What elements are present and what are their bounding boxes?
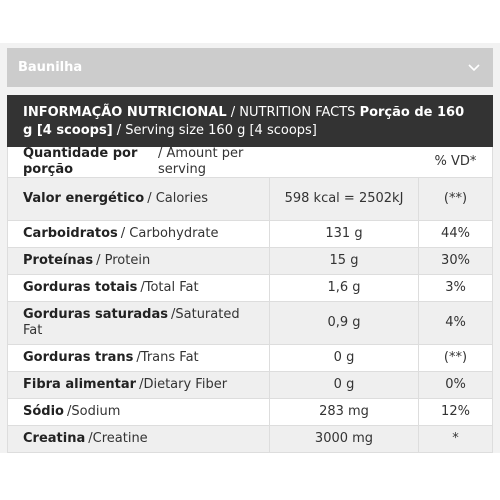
nutrient-daily-value: 3%	[445, 280, 466, 295]
nutrient-amount: 283 mg	[270, 399, 419, 425]
nutrient-amount: 15 g	[270, 248, 419, 274]
nutrient-name-regular: /Creatine	[88, 431, 148, 446]
nutrient-daily-value: *	[452, 431, 459, 446]
nutrient-daily-value: 0%	[445, 377, 466, 392]
column-amount	[270, 147, 419, 177]
nutrient-label: Proteínas / Protein	[8, 248, 270, 274]
column-label: Quantidade por porção / Amount per servi…	[8, 146, 270, 177]
table-title-regular: / NUTRITION FACTS	[226, 105, 360, 120]
nutrient-daily-value: 12%	[441, 404, 470, 419]
nutrient-name-regular: /Dietary Fiber	[139, 377, 228, 392]
nutrient-label: Sódio/Sodium	[8, 399, 270, 425]
nutrient-daily-value: 44%	[441, 226, 470, 241]
nutrient-amount: 3000 mg	[270, 426, 419, 452]
nutrient-amount: 0 g	[270, 345, 419, 371]
table-row: Valor energético / Calories 598 kcal = 250…	[8, 178, 492, 221]
column-label-bold: Quantidade por porção	[23, 146, 138, 177]
nutrient-daily-value: (**)	[443, 350, 468, 365]
nutrient-name-bold: Gorduras trans	[23, 350, 134, 365]
nutrient-amount: 598 kcal = 2502kJ	[270, 178, 419, 220]
column-dv: % VD*	[434, 154, 477, 169]
nutrient-name-regular: /Saturated Fat	[23, 307, 240, 338]
flavor-accordion-header[interactable]: Baunilha	[7, 48, 493, 87]
chevron-down-icon[interactable]	[466, 60, 482, 76]
nutrient-label: Creatina/Creatine	[8, 426, 270, 452]
nutrient-name-bold: Creatina	[23, 431, 86, 446]
nutrition-table-header: INFORMAÇÃO NUTRICIONAL / NUTRITION FACTS…	[7, 95, 493, 147]
nutrient-amount: 0 g	[270, 372, 419, 398]
nutrient-name-regular: / Protein	[96, 253, 151, 268]
column-label-regular: / Amount per serving	[158, 146, 244, 177]
nutrition-panel: INFORMAÇÃO NUTRICIONAL / NUTRITION FACTS…	[7, 95, 493, 453]
nutrient-name-bold: Carboidratos	[23, 226, 118, 241]
flavor-title: Baunilha	[18, 60, 83, 75]
table-row: Fibra alimentar/Dietary Fiber 0 g 0%	[8, 372, 492, 399]
nutrient-label: Fibra alimentar/Dietary Fiber	[8, 372, 270, 398]
nutrient-name-bold: Valor energético	[23, 191, 145, 206]
nutrient-name-regular: /Total Fat	[140, 280, 199, 295]
nutrient-label: Valor energético / Calories	[8, 178, 270, 220]
table-row: Gorduras saturadas/Saturated Fat 0,9 g 4%	[8, 302, 492, 345]
nutrient-name-bold: Proteínas	[23, 253, 94, 268]
nutrient-label: Gorduras trans/Trans Fat	[8, 345, 270, 371]
nutrient-name-regular: / Calories	[147, 191, 209, 206]
portion-regular: / Serving size 160 g [4 scoops]	[112, 123, 317, 138]
nutrient-name-regular: /Trans Fat	[136, 350, 199, 365]
nutrient-name-bold: Gorduras saturadas	[23, 307, 168, 322]
nutrient-name-bold: Gorduras totais	[23, 280, 138, 295]
portion-bold: Porção de 160 g [4 scoops]	[23, 105, 465, 138]
table-row: Sódio/Sodium 283 mg 12%	[8, 399, 492, 426]
nutrient-label: Carboidratos / Carbohydrate	[8, 221, 270, 247]
table-row: Proteínas / Protein 15 g 30%	[8, 248, 492, 275]
table-row: Gorduras trans/Trans Fat 0 g (**)	[8, 345, 492, 372]
nutrient-daily-value: (**)	[443, 191, 468, 206]
nutrient-name-regular: / Carbohydrate	[120, 226, 219, 241]
column-header-row: Quantidade por porção / Amount per servi…	[8, 146, 492, 178]
table-row: Creatina/Creatine 3000 mg *	[8, 426, 492, 453]
nutrient-label: Gorduras saturadas/Saturated Fat	[8, 302, 270, 344]
table-row: Carboidratos / Carbohydrate 131 g 44%	[8, 221, 492, 248]
nutrient-name-bold: Sódio	[23, 404, 64, 419]
nutrient-label: Gorduras totais/Total Fat	[8, 275, 270, 301]
table-row: Gorduras totais/Total Fat 1,6 g 3%	[8, 275, 492, 302]
nutrient-amount: 131 g	[270, 221, 419, 247]
nutrient-amount: 1,6 g	[270, 275, 419, 301]
nutrient-daily-value: 30%	[441, 253, 470, 268]
table-title-bold: INFORMAÇÃO NUTRICIONAL	[23, 105, 227, 120]
nutrient-amount: 0,9 g	[270, 302, 419, 344]
nutrition-table-body: Quantidade por porção / Amount per servi…	[7, 146, 493, 453]
nutrient-daily-value: 4%	[445, 315, 466, 330]
nutrient-name-bold: Fibra alimentar	[23, 377, 137, 392]
nutrient-name-regular: /Sodium	[67, 404, 121, 419]
